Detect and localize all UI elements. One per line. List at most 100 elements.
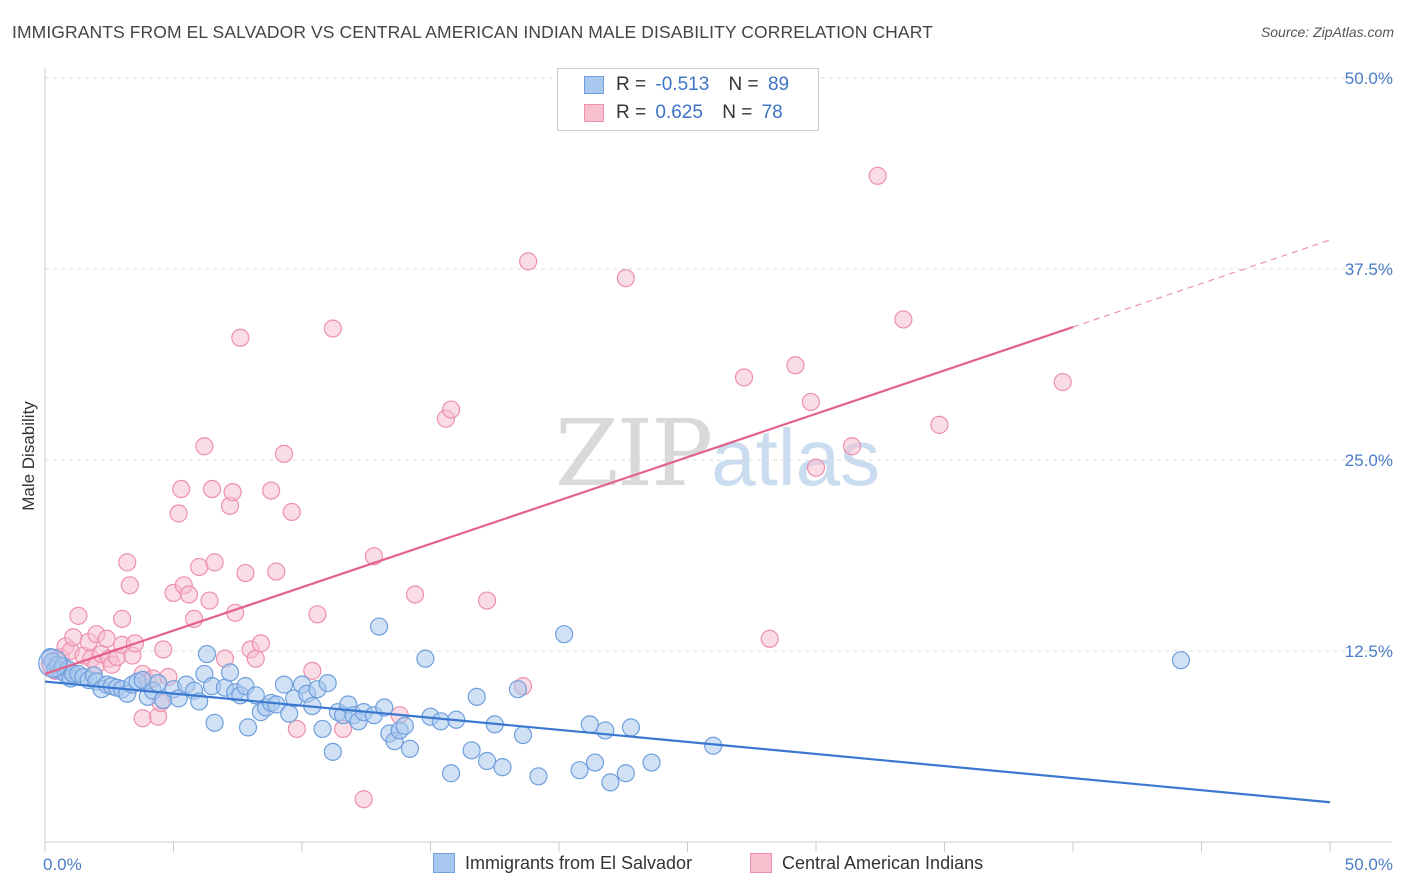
data-point-central-american-indians xyxy=(760,629,779,648)
data-point-central-american-indians xyxy=(734,368,754,387)
data-point-central-american-indians xyxy=(1053,372,1072,392)
data-point-central-american-indians xyxy=(154,640,173,659)
data-point-central-american-indians xyxy=(190,557,209,577)
data-point-central-american-indians xyxy=(616,269,635,288)
watermark-zip: ZIP xyxy=(555,400,713,507)
tick-labels: 12.5% 25.0% 37.5% 50.0% 0.0% 50.0% xyxy=(43,69,1393,874)
central-american-indians-points xyxy=(41,166,1072,809)
bottom-legend-swatch-blue xyxy=(433,853,455,873)
data-point-el-salvador xyxy=(313,719,332,739)
data-point-el-salvador xyxy=(529,767,548,786)
data-point-central-american-indians xyxy=(519,252,538,271)
bottom-legend-label: Immigrants from El Salvador xyxy=(465,853,693,873)
data-point-el-salvador xyxy=(508,680,527,699)
data-point-el-salvador xyxy=(246,686,265,705)
data-point-central-american-indians xyxy=(133,709,152,728)
data-point-central-american-indians xyxy=(894,310,913,329)
legend-swatch-blue xyxy=(584,76,604,94)
legend-n-value: 78 xyxy=(761,102,783,123)
y-tick-label: 50.0% xyxy=(1345,69,1393,88)
x-tick-label-max: 50.0% xyxy=(1345,855,1393,874)
y-tick-label: 37.5% xyxy=(1345,260,1393,279)
correlation-legend: R = -0.513 N = 89 R = 0.625 N = 78 xyxy=(557,68,819,131)
data-point-central-american-indians xyxy=(262,481,281,500)
data-point-el-salvador xyxy=(238,718,258,737)
data-point-el-salvador xyxy=(370,617,389,636)
legend-swatch-pink xyxy=(584,104,604,122)
data-point-central-american-indians xyxy=(806,458,826,477)
data-point-el-salvador xyxy=(323,742,342,761)
data-point-el-salvador xyxy=(585,753,605,772)
data-point-el-salvador xyxy=(493,758,512,777)
data-point-central-american-indians xyxy=(231,328,250,347)
data-point-central-american-indians xyxy=(97,629,116,648)
data-point-central-american-indians xyxy=(236,563,255,583)
data-point-central-american-indians xyxy=(64,628,83,647)
data-point-el-salvador xyxy=(431,712,450,731)
data-point-central-american-indians xyxy=(69,606,88,625)
data-point-el-salvador xyxy=(570,761,589,780)
trend-line-central-american-indians xyxy=(44,326,1074,675)
legend-r-label: R = xyxy=(616,102,647,123)
y-tick-label: 25.0% xyxy=(1345,451,1393,470)
data-point-central-american-indians xyxy=(287,719,306,739)
x-tick-label-min: 0.0% xyxy=(43,855,82,874)
data-point-central-american-indians xyxy=(801,392,820,412)
data-point-el-salvador xyxy=(441,764,461,783)
data-point-central-american-indians xyxy=(868,166,887,185)
data-point-el-salvador xyxy=(416,649,435,668)
data-point-central-american-indians xyxy=(323,319,342,338)
data-point-el-salvador xyxy=(220,663,240,682)
data-point-central-american-indians xyxy=(405,585,425,604)
data-point-central-american-indians xyxy=(282,502,301,522)
data-point-central-american-indians xyxy=(172,479,191,499)
data-point-central-american-indians xyxy=(179,585,199,604)
data-point-el-salvador xyxy=(467,687,486,706)
data-point-el-salvador xyxy=(1171,651,1191,670)
data-point-el-salvador xyxy=(400,739,420,758)
data-point-central-american-indians xyxy=(930,415,949,434)
data-point-el-salvador xyxy=(580,715,599,734)
bottom-legend-swatch-pink xyxy=(750,853,772,873)
data-point-central-american-indians xyxy=(120,576,139,595)
data-point-central-american-indians xyxy=(169,504,188,523)
source-attribution: Source: ZipAtlas.com xyxy=(1260,24,1394,40)
y-tick-label: 12.5% xyxy=(1345,642,1393,661)
data-point-central-american-indians xyxy=(842,437,862,456)
y-axis-label: Male Disability xyxy=(19,401,38,511)
data-point-el-salvador xyxy=(596,721,615,740)
data-point-central-american-indians xyxy=(274,444,294,463)
data-point-el-salvador xyxy=(274,675,294,694)
data-point-central-american-indians xyxy=(786,356,805,375)
data-point-el-salvador xyxy=(375,698,394,717)
legend-n-value: 89 xyxy=(767,74,790,95)
data-point-central-american-indians xyxy=(202,479,222,499)
data-point-el-salvador xyxy=(197,644,217,664)
data-point-el-salvador xyxy=(462,741,481,760)
axes xyxy=(44,68,1392,852)
data-point-central-american-indians xyxy=(441,400,461,419)
data-point-el-salvador xyxy=(601,773,620,792)
data-point-el-salvador xyxy=(616,764,635,783)
data-point-central-american-indians xyxy=(195,437,214,456)
legend-r-label: R = xyxy=(616,74,647,95)
data-point-central-american-indians xyxy=(200,591,219,610)
data-point-el-salvador xyxy=(318,673,337,693)
watermark: ZIPatlas xyxy=(555,400,880,507)
trend-lines xyxy=(44,239,1331,804)
el-salvador-points xyxy=(38,617,1191,792)
data-point-el-salvador xyxy=(513,725,533,745)
data-point-central-american-indians xyxy=(112,609,132,629)
legend-n-label: N = xyxy=(728,74,759,95)
data-point-el-salvador-cluster xyxy=(38,648,68,678)
data-point-el-salvador xyxy=(148,673,168,693)
data-point-el-salvador xyxy=(621,718,641,737)
data-point-central-american-indians xyxy=(246,649,265,668)
data-point-el-salvador xyxy=(395,716,414,735)
data-point-central-american-indians xyxy=(118,553,137,572)
data-point-el-salvador xyxy=(555,625,574,644)
data-point-central-american-indians xyxy=(477,591,497,610)
data-point-central-american-indians xyxy=(354,790,373,809)
trend-line-central-american-indians-extension xyxy=(1072,239,1331,328)
